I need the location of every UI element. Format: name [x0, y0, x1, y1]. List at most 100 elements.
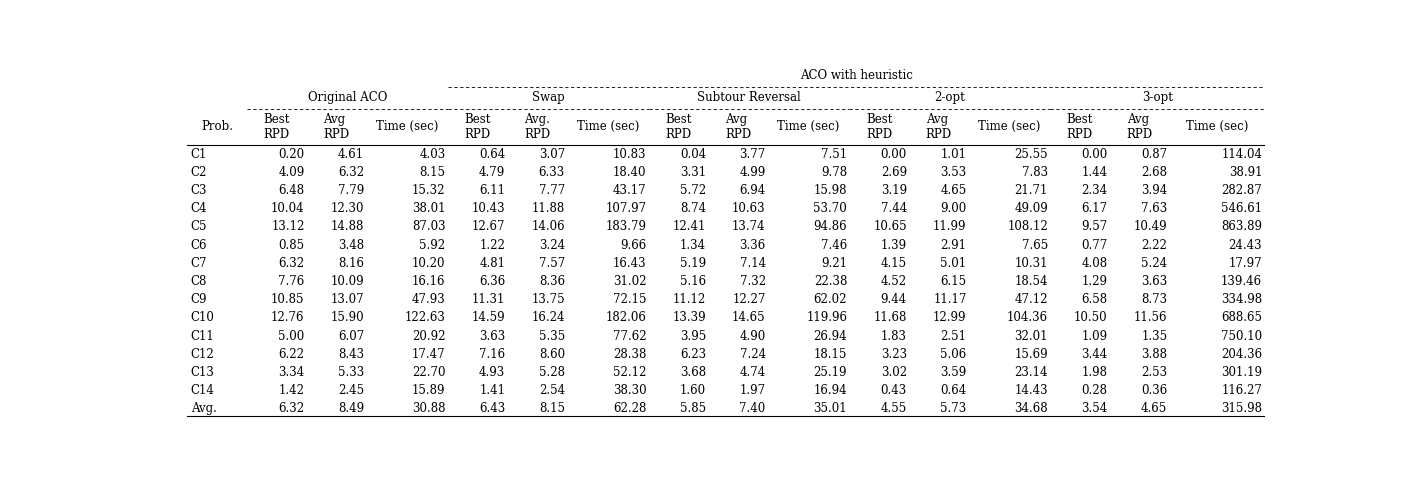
- Text: C12: C12: [190, 348, 214, 361]
- Text: 9.44: 9.44: [880, 293, 907, 306]
- Text: 38.91: 38.91: [1229, 166, 1263, 179]
- Text: 0.20: 0.20: [278, 147, 305, 161]
- Text: 5.85: 5.85: [680, 402, 706, 415]
- Text: 32.01: 32.01: [1015, 330, 1048, 343]
- Text: 5.73: 5.73: [940, 402, 967, 415]
- Text: 11.99: 11.99: [933, 220, 967, 233]
- Text: 1.22: 1.22: [480, 239, 505, 252]
- Text: 4.65: 4.65: [1141, 402, 1167, 415]
- Text: C9: C9: [190, 293, 207, 306]
- Text: 20.92: 20.92: [412, 330, 446, 343]
- Text: 6.32: 6.32: [278, 402, 305, 415]
- Text: 24.43: 24.43: [1229, 239, 1263, 252]
- Text: 6.94: 6.94: [739, 184, 766, 197]
- Text: 15.69: 15.69: [1015, 348, 1048, 361]
- Text: 38.01: 38.01: [412, 202, 446, 215]
- Text: 7.32: 7.32: [739, 275, 766, 288]
- Text: 6.48: 6.48: [278, 184, 305, 197]
- Text: 62.28: 62.28: [612, 402, 646, 415]
- Text: 5.16: 5.16: [680, 275, 706, 288]
- Text: 8.49: 8.49: [339, 402, 364, 415]
- Text: 11.56: 11.56: [1134, 311, 1167, 324]
- Text: Avg
RPD: Avg RPD: [323, 112, 350, 140]
- Text: 8.16: 8.16: [339, 257, 364, 270]
- Text: 3.94: 3.94: [1141, 184, 1167, 197]
- Text: 8.15: 8.15: [539, 402, 564, 415]
- Text: 4.08: 4.08: [1081, 257, 1108, 270]
- Text: 12.41: 12.41: [673, 220, 706, 233]
- Text: 15.98: 15.98: [814, 184, 847, 197]
- Text: 25.55: 25.55: [1015, 147, 1048, 161]
- Text: 8.15: 8.15: [419, 166, 446, 179]
- Text: 0.64: 0.64: [478, 147, 505, 161]
- Text: Avg.: Avg.: [190, 402, 216, 415]
- Text: 16.94: 16.94: [814, 384, 847, 397]
- Text: 8.43: 8.43: [339, 348, 364, 361]
- Text: 5.24: 5.24: [1141, 257, 1167, 270]
- Text: 7.14: 7.14: [739, 257, 766, 270]
- Text: C13: C13: [190, 366, 214, 379]
- Text: 8.74: 8.74: [680, 202, 706, 215]
- Text: Best
RPD: Best RPD: [665, 112, 691, 140]
- Text: 16.43: 16.43: [612, 257, 646, 270]
- Text: 7.79: 7.79: [339, 184, 364, 197]
- Text: 35.01: 35.01: [814, 402, 847, 415]
- Text: 1.98: 1.98: [1082, 366, 1108, 379]
- Text: 6.43: 6.43: [478, 402, 505, 415]
- Text: 15.90: 15.90: [330, 311, 364, 324]
- Text: 6.22: 6.22: [278, 348, 305, 361]
- Text: 2.68: 2.68: [1141, 166, 1167, 179]
- Text: 6.15: 6.15: [940, 275, 967, 288]
- Text: Avg.
RPD: Avg. RPD: [525, 112, 550, 140]
- Text: ACO with heuristic: ACO with heuristic: [800, 69, 913, 82]
- Text: 0.28: 0.28: [1082, 384, 1108, 397]
- Text: 3.19: 3.19: [880, 184, 907, 197]
- Text: 2.69: 2.69: [880, 166, 907, 179]
- Text: 3.48: 3.48: [339, 239, 364, 252]
- Text: 10.50: 10.50: [1074, 311, 1108, 324]
- Text: 4.15: 4.15: [880, 257, 907, 270]
- Text: 5.19: 5.19: [680, 257, 706, 270]
- Text: 17.47: 17.47: [412, 348, 446, 361]
- Text: C3: C3: [190, 184, 207, 197]
- Text: 7.40: 7.40: [739, 402, 766, 415]
- Text: Prob.: Prob.: [202, 120, 233, 133]
- Text: 5.01: 5.01: [940, 257, 967, 270]
- Text: 3.02: 3.02: [880, 366, 907, 379]
- Text: 15.32: 15.32: [412, 184, 446, 197]
- Text: 47.12: 47.12: [1015, 293, 1048, 306]
- Text: 2.91: 2.91: [941, 239, 967, 252]
- Text: 5.06: 5.06: [940, 348, 967, 361]
- Text: 13.74: 13.74: [732, 220, 766, 233]
- Text: 17.97: 17.97: [1229, 257, 1263, 270]
- Text: 14.59: 14.59: [471, 311, 505, 324]
- Text: 72.15: 72.15: [612, 293, 646, 306]
- Text: 14.06: 14.06: [532, 220, 564, 233]
- Text: 52.12: 52.12: [612, 366, 646, 379]
- Text: Avg
RPD: Avg RPD: [725, 112, 751, 140]
- Text: 10.20: 10.20: [412, 257, 446, 270]
- Text: 13.39: 13.39: [673, 311, 706, 324]
- Text: 31.02: 31.02: [612, 275, 646, 288]
- Text: C6: C6: [190, 239, 207, 252]
- Text: 6.17: 6.17: [1081, 202, 1108, 215]
- Text: 4.93: 4.93: [478, 366, 505, 379]
- Text: 14.88: 14.88: [330, 220, 364, 233]
- Text: 28.38: 28.38: [612, 348, 646, 361]
- Text: 4.81: 4.81: [480, 257, 505, 270]
- Text: 4.65: 4.65: [940, 184, 967, 197]
- Text: 122.63: 122.63: [405, 311, 446, 324]
- Text: 0.87: 0.87: [1141, 147, 1167, 161]
- Text: 3.63: 3.63: [478, 330, 505, 343]
- Text: 21.71: 21.71: [1015, 184, 1048, 197]
- Text: 10.09: 10.09: [330, 275, 364, 288]
- Text: 16.16: 16.16: [412, 275, 446, 288]
- Text: 183.79: 183.79: [605, 220, 646, 233]
- Text: 2.53: 2.53: [1141, 366, 1167, 379]
- Text: 3.63: 3.63: [1141, 275, 1167, 288]
- Text: 10.65: 10.65: [873, 220, 907, 233]
- Text: 10.31: 10.31: [1015, 257, 1048, 270]
- Text: 0.85: 0.85: [278, 239, 305, 252]
- Text: 107.97: 107.97: [605, 202, 646, 215]
- Text: 6.07: 6.07: [339, 330, 364, 343]
